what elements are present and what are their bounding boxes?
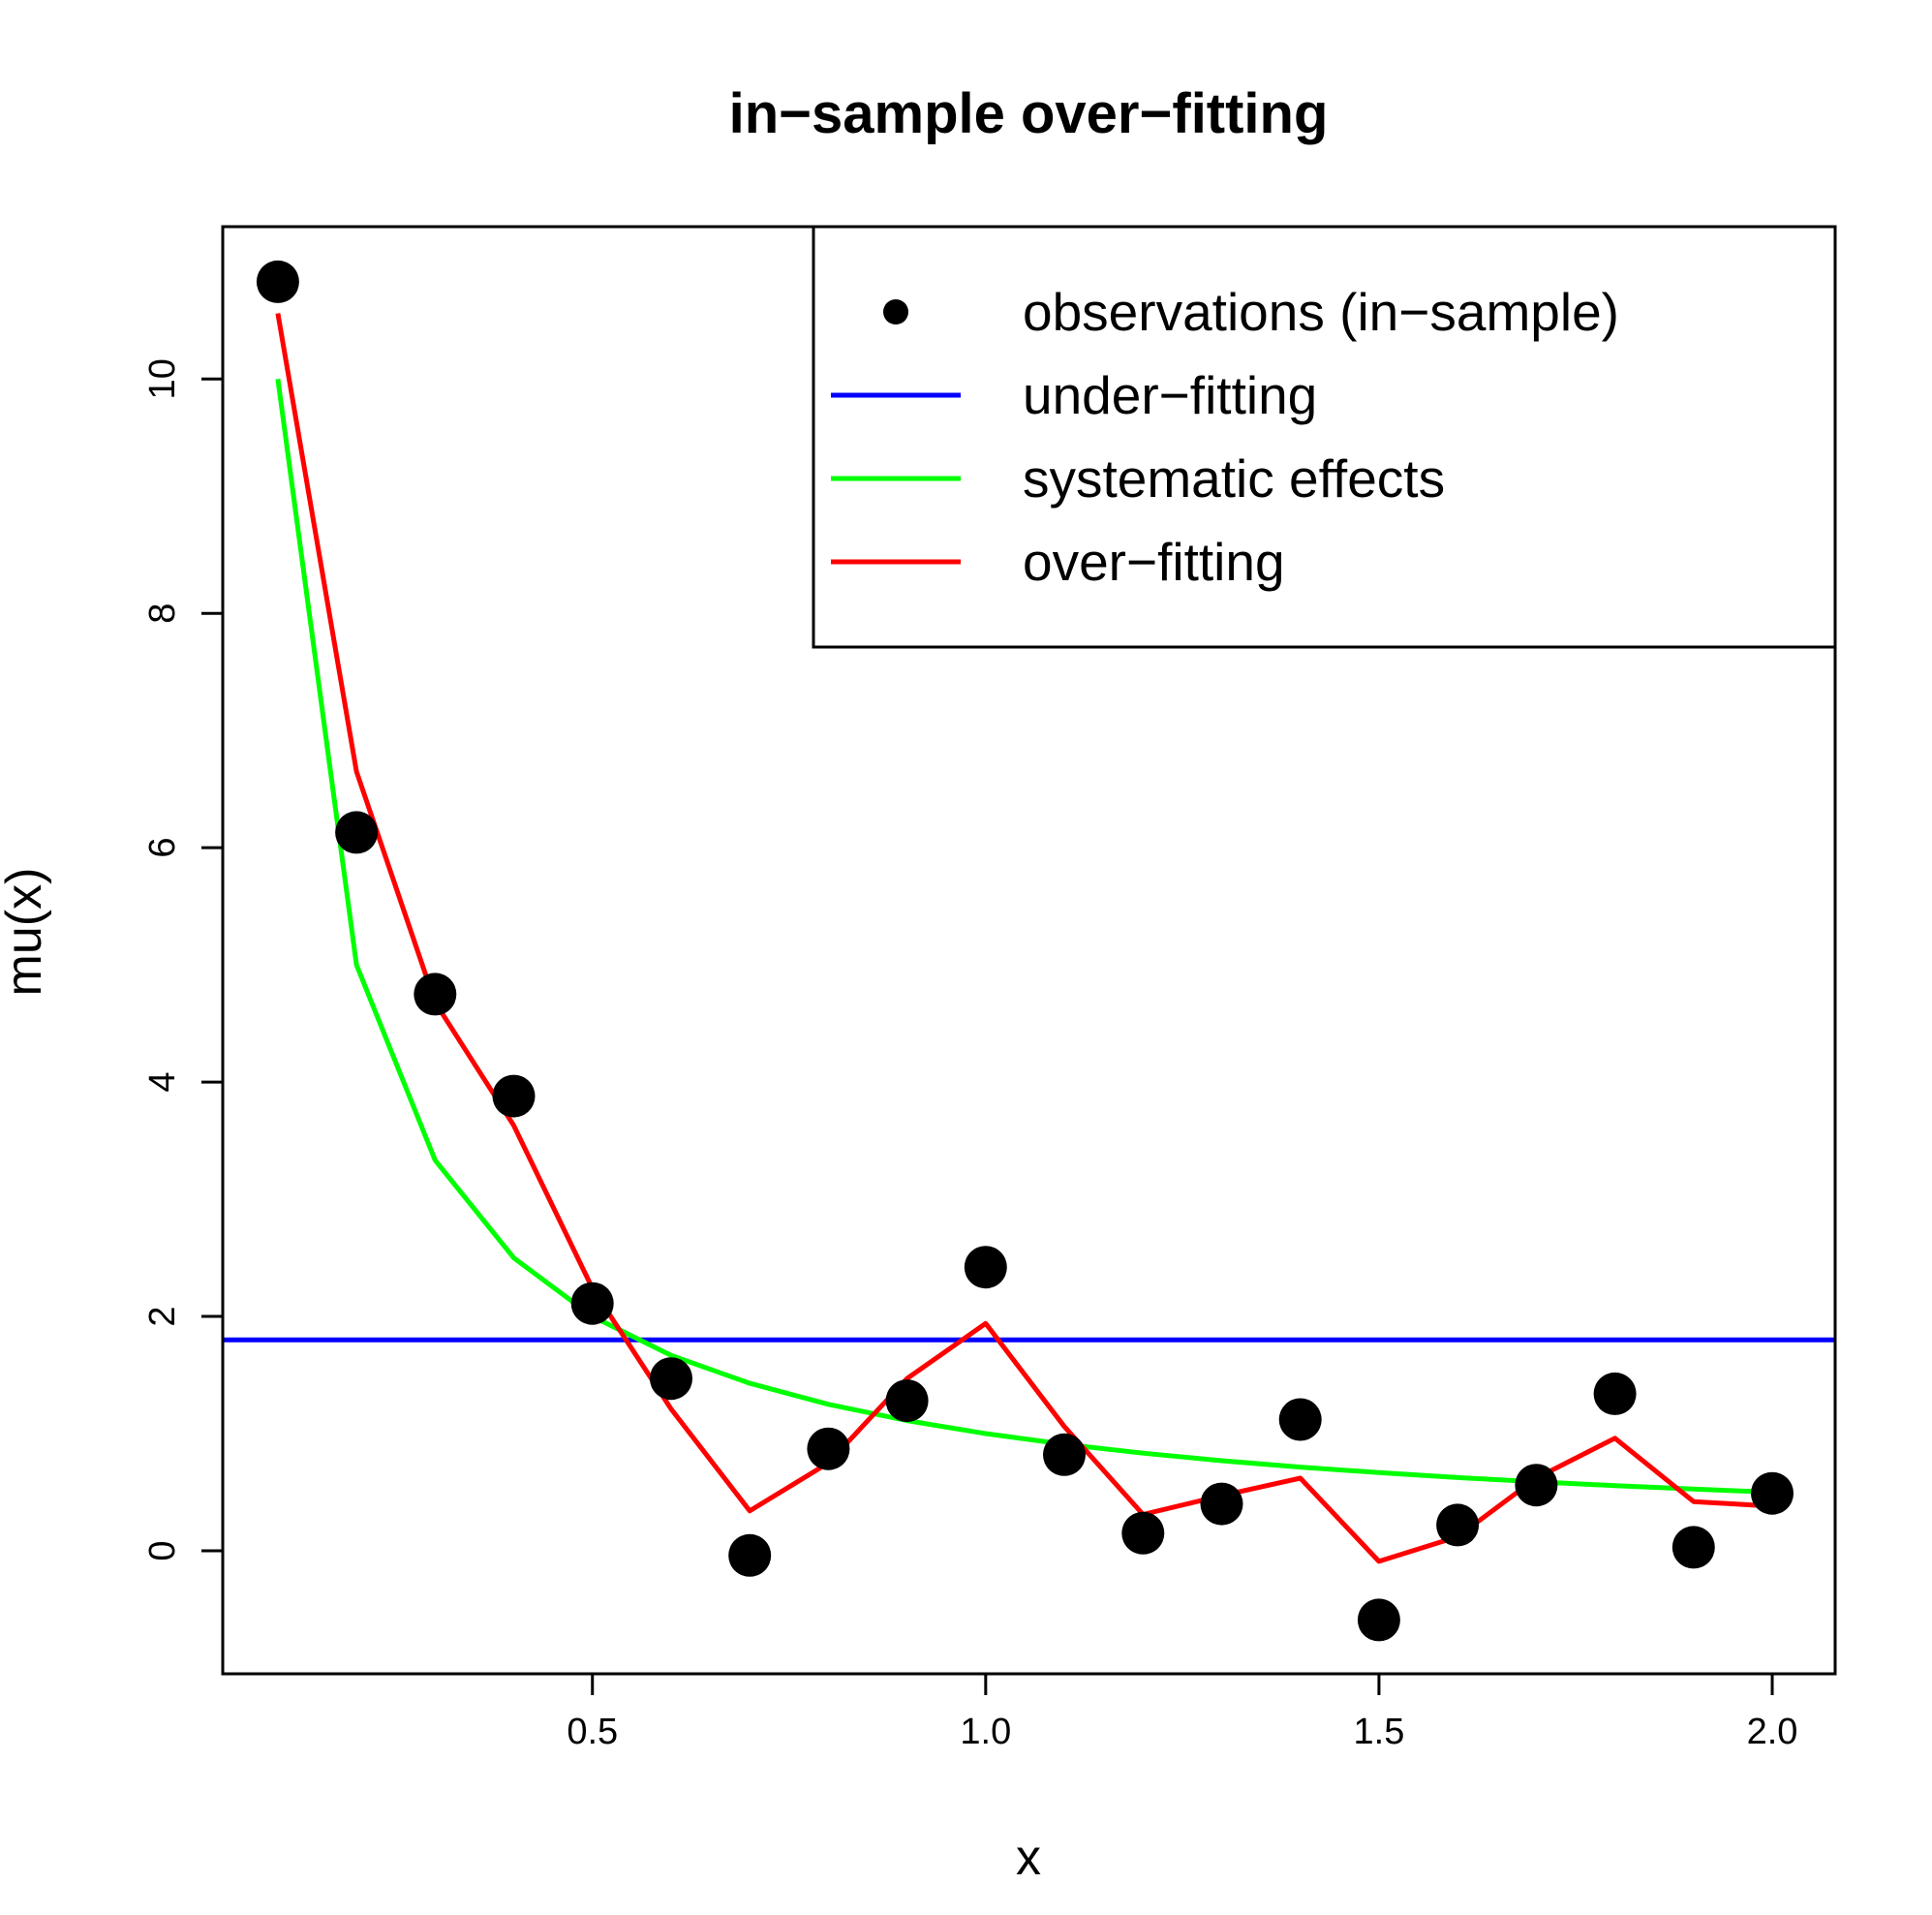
data-point [728,1533,772,1577]
data-point [964,1246,1007,1289]
y-tick-label: 6 [142,838,183,858]
legend-label: systematic effects [1023,448,1445,509]
legend-box [812,225,1837,649]
data-point [1436,1503,1480,1547]
data-point [1200,1482,1243,1526]
data-point [650,1357,692,1401]
data-point [1515,1464,1558,1507]
legend-label: observations (in−sample) [1023,282,1619,342]
x-tick-label: 1.0 [960,1712,1011,1752]
data-point [1278,1398,1322,1441]
data-point [1751,1471,1794,1515]
legend-label: over−fitting [1023,532,1285,592]
x-tick-label: 1.5 [1354,1712,1405,1752]
data-point [1357,1598,1400,1642]
plot-area [223,260,1835,1642]
data-point [1121,1511,1165,1555]
x-axis-label: x [1016,1830,1041,1886]
data-point [570,1282,614,1325]
data-point [1043,1433,1086,1476]
y-tick-label: 2 [142,1306,183,1326]
data-point [807,1427,850,1470]
y-axis-label: mu(x) [0,868,52,997]
legend-key-point [883,299,908,324]
data-point [885,1379,929,1423]
data-point [1593,1372,1637,1415]
y-tick-label: 8 [142,603,183,624]
data-point [335,811,379,854]
data-point [414,973,457,1016]
y-tick-label: 4 [142,1072,183,1093]
chart-title: in−sample over−fitting [729,82,1329,145]
legend-label: under−fitting [1023,365,1317,425]
data-point [492,1074,536,1118]
x-tick-label: 2.0 [1747,1712,1798,1752]
legend: observations (in−sample) under−fitting sys… [812,225,1837,649]
x-tick-label: 0.5 [567,1712,618,1752]
axes: 0.5 1.0 1.5 2.0 0 2 4 6 8 10 [142,358,1797,1752]
data-point [256,260,299,303]
y-tick-label: 10 [142,358,183,399]
data-point [1671,1526,1715,1569]
y-tick-label: 0 [142,1540,183,1560]
